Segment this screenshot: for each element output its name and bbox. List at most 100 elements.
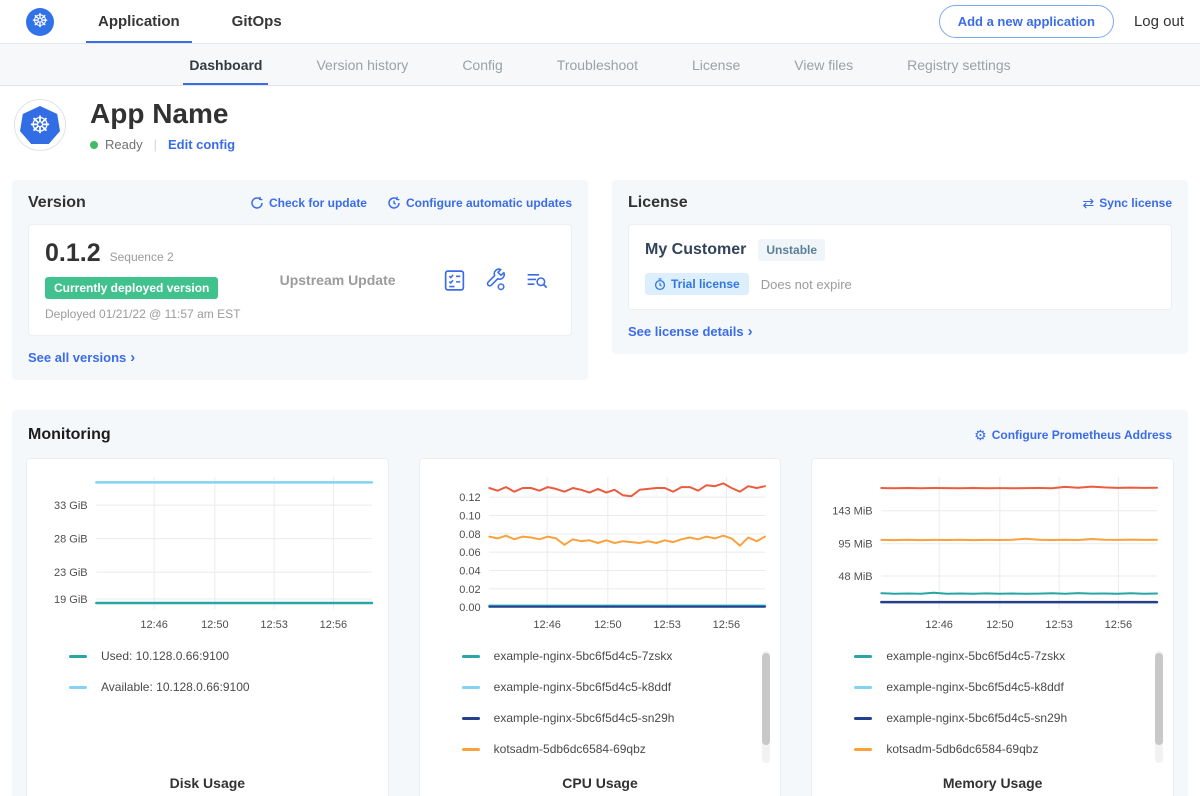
- svg-text:0.00: 0.00: [459, 602, 480, 614]
- monitoring-panel: Monitoring ⚙ Configure Prometheus Addres…: [12, 410, 1188, 796]
- svg-text:143 MiB: 143 MiB: [833, 505, 873, 517]
- legend-item: example-nginx-5bc6f5d4c5-sn29h: [462, 711, 773, 725]
- subnav-tab-registry-settings[interactable]: Registry settings: [901, 44, 1016, 85]
- svg-text:12:46: 12:46: [533, 619, 561, 631]
- legend-label: example-nginx-5bc6f5d4c5-7zskx: [494, 649, 673, 663]
- sync-arrows-icon: ⇄: [1083, 196, 1095, 210]
- version-sequence: Sequence 2: [110, 250, 174, 264]
- chart-memory-usage[interactable]: 143 MiB95 MiB48 MiB12:4612:5012:5312:56: [820, 467, 1165, 639]
- divider: |: [154, 137, 157, 152]
- legend-dash-icon: [69, 686, 87, 689]
- license-expiry: Does not expire: [761, 277, 852, 292]
- legend-cpu-usage: example-nginx-5bc6f5d4c5-7zskx example-ng…: [428, 649, 773, 767]
- legend-label: kotsadm-5db6dc6584-69qbz: [886, 742, 1038, 756]
- chart-cpu-usage[interactable]: 0.120.100.080.060.040.020.0012:4612:5012…: [428, 467, 773, 639]
- chart-card-cpu-usage: 0.120.100.080.060.040.020.0012:4612:5012…: [419, 458, 782, 796]
- configure-prometheus-link[interactable]: ⚙ Configure Prometheus Address: [974, 428, 1172, 442]
- deployed-timestamp: Deployed 01/21/22 @ 11:57 am EST: [45, 307, 280, 321]
- legend-label: example-nginx-5bc6f5d4c5-7zskx: [886, 649, 1065, 663]
- legend-item: example-nginx-5bc6f5d4c5-sn29h: [854, 711, 1165, 725]
- legend-label: Available: 10.128.0.66:9100: [101, 680, 250, 694]
- monitoring-title: Monitoring: [28, 426, 111, 444]
- preflight-checklist-icon[interactable]: [442, 268, 467, 293]
- version-card-title: Version: [28, 194, 86, 212]
- svg-text:12:53: 12:53: [260, 619, 288, 631]
- status-text: Ready: [105, 137, 143, 152]
- svg-text:23 GiB: 23 GiB: [54, 567, 88, 579]
- legend-dash-icon: [854, 655, 872, 658]
- svg-text:0.08: 0.08: [459, 529, 480, 541]
- legend-item: example-nginx-5bc6f5d4c5-k8ddf: [462, 680, 773, 694]
- page-title: App Name: [90, 98, 235, 130]
- svg-text:0.10: 0.10: [459, 510, 480, 522]
- legend-dash-icon: [854, 686, 872, 689]
- see-license-details-link[interactable]: See license details ›: [628, 323, 1172, 340]
- legend-memory-usage: example-nginx-5bc6f5d4c5-7zskx example-ng…: [820, 649, 1165, 767]
- license-panel: My Customer Unstable Trial license Does …: [628, 224, 1172, 310]
- legend-item: example-nginx-5bc6f5d4c5-7zskx: [462, 649, 773, 663]
- update-type-label: Upstream Update: [280, 272, 442, 288]
- see-all-versions-link[interactable]: See all versions ›: [28, 349, 572, 366]
- topnav-tab-application[interactable]: Application: [86, 0, 192, 43]
- legend-item: Used: 10.128.0.66:9100: [69, 649, 380, 663]
- scrollbar-thumb[interactable]: [762, 653, 770, 745]
- subnav-tab-config[interactable]: Config: [456, 44, 508, 85]
- svg-text:12:56: 12:56: [712, 619, 740, 631]
- legend-item: example-nginx-5bc6f5d4c5-k8ddf: [854, 680, 1165, 694]
- svg-text:33 GiB: 33 GiB: [54, 500, 88, 512]
- legend-label: kotsadm-5db6dc6584-69qbz: [494, 742, 646, 756]
- legend-dash-icon: [854, 717, 872, 720]
- svg-text:0.06: 0.06: [459, 547, 480, 559]
- logout-link[interactable]: Log out: [1134, 13, 1184, 30]
- legend-dash-icon: [462, 686, 480, 689]
- svg-text:0.02: 0.02: [459, 584, 480, 596]
- customer-name: My Customer: [645, 241, 746, 259]
- top-navbar: ☸ Application GitOps Add a new applicatio…: [0, 0, 1200, 44]
- svg-text:12:50: 12:50: [594, 619, 622, 631]
- legend-dash-icon: [462, 717, 480, 720]
- cards-row: Version Check for update Configure au: [0, 172, 1200, 380]
- subnav-tab-troubleshoot[interactable]: Troubleshoot: [551, 44, 644, 85]
- subnav-tab-version-history[interactable]: Version history: [310, 44, 414, 85]
- legend-scrollbar[interactable]: [762, 651, 770, 763]
- scrollbar-thumb[interactable]: [1155, 653, 1163, 745]
- svg-text:12:56: 12:56: [1105, 619, 1133, 631]
- current-version-panel: 0.1.2 Sequence 2 Currently deployed vers…: [28, 224, 572, 336]
- config-wrench-icon[interactable]: [483, 268, 508, 293]
- check-for-update-link[interactable]: Check for update: [250, 196, 367, 210]
- sync-license-link[interactable]: ⇄ Sync license: [1083, 196, 1172, 210]
- legend-label: example-nginx-5bc6f5d4c5-sn29h: [886, 711, 1067, 725]
- legend-item: Available: 10.128.0.66:9100: [69, 680, 380, 694]
- chart-card-disk-usage: 33 GiB28 GiB23 GiB19 GiB12:4612:5012:531…: [26, 458, 389, 796]
- channel-badge: Unstable: [758, 239, 825, 261]
- status-dot-icon: [90, 141, 98, 149]
- svg-text:12:53: 12:53: [653, 619, 681, 631]
- subnav-tab-dashboard[interactable]: Dashboard: [183, 44, 268, 85]
- chart-disk-usage[interactable]: 33 GiB28 GiB23 GiB19 GiB12:4612:5012:531…: [35, 467, 380, 639]
- legend-item: example-nginx-5bc6f5d4c5-7zskx: [854, 649, 1165, 663]
- svg-text:0.04: 0.04: [459, 565, 480, 577]
- app-header: ☸ App Name Ready | Edit config: [0, 86, 1200, 172]
- stopwatch-icon: [654, 278, 666, 291]
- configure-auto-updates-link[interactable]: Configure automatic updates: [387, 196, 572, 210]
- kubernetes-logo-icon: ☸: [26, 8, 54, 36]
- app-subnav: Dashboard Version history Config Troublesho…: [0, 44, 1200, 86]
- legend-scrollbar[interactable]: [1155, 651, 1163, 763]
- topnav-tab-gitops[interactable]: GitOps: [220, 0, 294, 43]
- edit-config-link[interactable]: Edit config: [168, 137, 235, 152]
- legend-item: kotsadm-5db6dc6584-69qbz: [854, 742, 1165, 756]
- svg-text:95 MiB: 95 MiB: [839, 538, 873, 550]
- chevron-right-icon: ›: [130, 349, 135, 366]
- view-logs-icon[interactable]: [524, 268, 549, 293]
- license-card-title: License: [628, 194, 688, 212]
- legend-dash-icon: [854, 748, 872, 751]
- subnav-tab-view-files[interactable]: View files: [788, 44, 859, 85]
- legend-dash-icon: [462, 748, 480, 751]
- subnav-tab-license[interactable]: License: [686, 44, 746, 85]
- deployed-badge: Currently deployed version: [45, 277, 218, 299]
- add-application-button[interactable]: Add a new application: [939, 5, 1114, 38]
- legend-label: example-nginx-5bc6f5d4c5-k8ddf: [494, 680, 671, 694]
- gear-icon: ⚙: [974, 428, 987, 442]
- svg-text:28 GiB: 28 GiB: [54, 533, 88, 545]
- svg-text:12:50: 12:50: [986, 619, 1014, 631]
